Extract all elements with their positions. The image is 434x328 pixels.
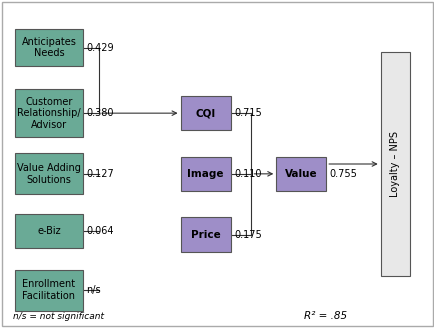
FancyBboxPatch shape (180, 96, 230, 130)
Text: Anticipates
Needs: Anticipates Needs (21, 37, 76, 58)
FancyBboxPatch shape (276, 157, 326, 191)
Text: 0.110: 0.110 (233, 169, 261, 179)
FancyBboxPatch shape (15, 270, 82, 311)
Text: Enrollment
Facilitation: Enrollment Facilitation (22, 279, 76, 301)
FancyBboxPatch shape (180, 157, 230, 191)
Text: Value Adding
Solutions: Value Adding Solutions (17, 163, 81, 185)
Text: Customer
Relationship/
Advisor: Customer Relationship/ Advisor (17, 96, 81, 130)
Text: e-Biz: e-Biz (37, 226, 61, 236)
FancyBboxPatch shape (15, 154, 82, 194)
FancyBboxPatch shape (180, 217, 230, 252)
FancyBboxPatch shape (380, 52, 409, 276)
FancyBboxPatch shape (15, 89, 82, 137)
Text: CQI: CQI (195, 108, 215, 118)
Text: 0.755: 0.755 (329, 169, 357, 179)
Text: 0.429: 0.429 (86, 43, 114, 52)
FancyBboxPatch shape (15, 214, 82, 249)
Text: Value: Value (284, 169, 317, 179)
Text: Price: Price (190, 230, 220, 239)
Text: 0.127: 0.127 (86, 169, 114, 179)
Text: 0.064: 0.064 (86, 226, 113, 236)
Text: Image: Image (187, 169, 223, 179)
Text: 0.715: 0.715 (233, 108, 261, 118)
Text: n/s = not significant: n/s = not significant (13, 312, 104, 321)
FancyBboxPatch shape (15, 29, 82, 66)
Text: 0.175: 0.175 (233, 230, 261, 239)
Text: 0.380: 0.380 (86, 108, 113, 118)
Text: R² = .85: R² = .85 (304, 311, 347, 321)
Text: Loyalty – NPS: Loyalty – NPS (390, 131, 399, 197)
Text: n/s: n/s (86, 285, 101, 295)
